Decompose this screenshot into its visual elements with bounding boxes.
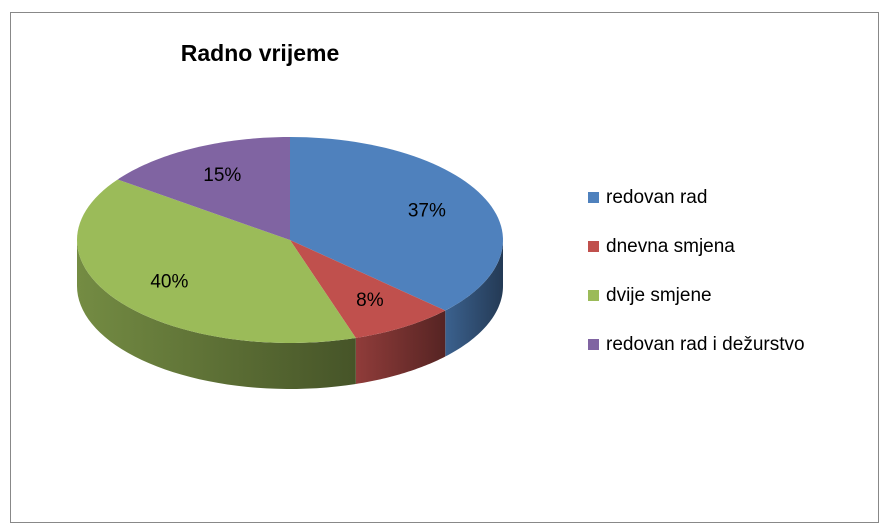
legend-label: redovan rad i dežurstvo [606,334,805,355]
chart-title: Radno vrijeme [181,40,340,66]
data-label: 40% [150,271,188,292]
data-label: 37% [408,200,446,221]
legend-label: dnevna smjena [606,236,735,257]
pie-side [445,240,503,357]
legend-swatch [588,339,599,350]
legend-swatch [588,290,599,301]
pie-slice [117,137,290,240]
pie-side [355,310,446,384]
legend-swatch [588,192,599,203]
legend-swatch [588,241,599,252]
data-label: 8% [356,290,384,311]
pie-slice [290,240,446,338]
pie-slice [290,137,503,311]
pie-side [77,240,356,389]
pie-slice [77,179,356,343]
legend-label: dvije smjene [606,285,712,306]
legend-label: redovan rad [606,187,707,208]
data-label: 15% [203,165,241,186]
